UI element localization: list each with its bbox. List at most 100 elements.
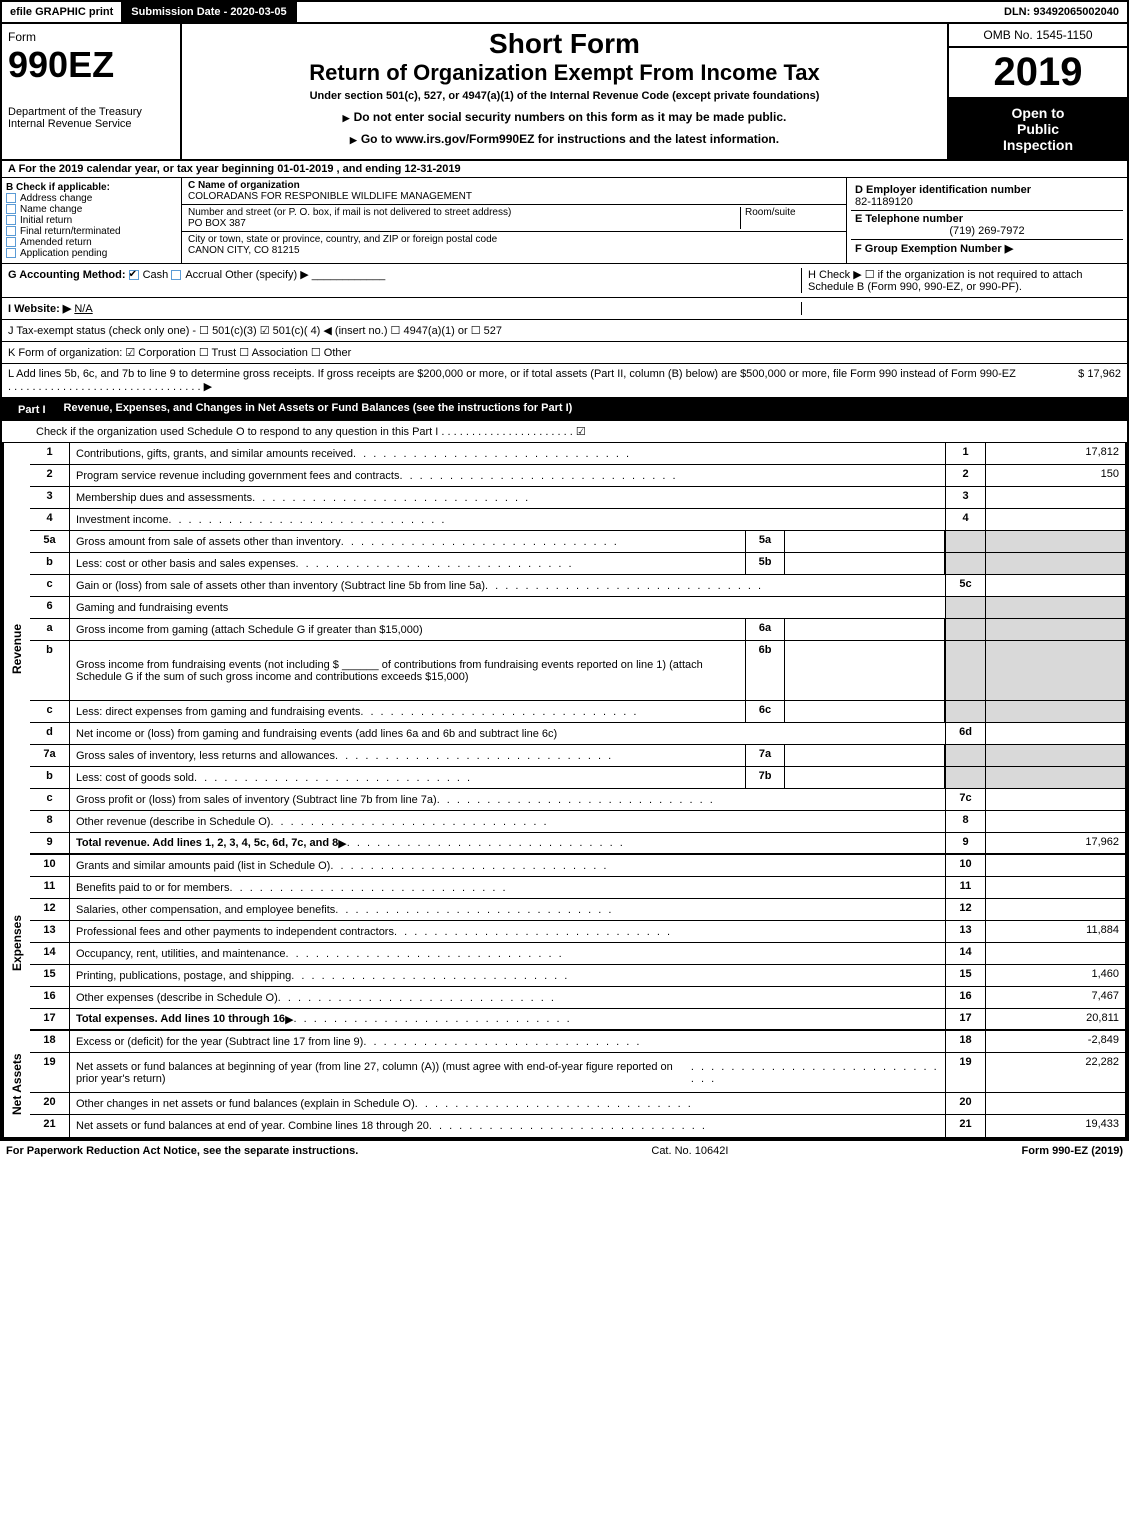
checkbox-cash[interactable] [129,270,139,280]
checkbox-amended-return[interactable] [6,237,16,247]
short-form-title: Short Form [186,28,943,60]
part1-schedule-o-check: Check if the organization used Schedule … [30,421,1127,442]
line-10: 10Grants and similar amounts paid (list … [30,855,1127,877]
line-5b: bLess: cost or other basis and sales exp… [30,553,1127,575]
org-city: CANON CITY, CO 81215 [188,245,300,256]
line-6c: cLess: direct expenses from gaming and f… [30,701,1127,723]
checkbox-application-pending[interactable] [6,248,16,258]
line-14: 14Occupancy, rent, utilities, and mainte… [30,943,1127,965]
revenue-section: Revenue 1Contributions, gifts, grants, a… [0,443,1129,855]
form-of-org: K Form of organization: ☑ Corporation ☐ … [8,346,1121,359]
line-3: 3Membership dues and assessments3 [30,487,1127,509]
line-13: 13Professional fees and other payments t… [30,921,1127,943]
line-6b: bGross income from fundraising events (n… [30,641,1127,701]
box-c: C Name of organization COLORADANS FOR RE… [182,178,847,263]
dln: DLN: 93492065002040 [996,2,1127,22]
row-j: J Tax-exempt status (check only one) - ☐… [0,320,1129,342]
tax-year: 2019 [949,48,1127,99]
part1-label: Part I [10,402,54,418]
line-5c: cGain or (loss) from sale of assets othe… [30,575,1127,597]
label-address: Number and street (or P. O. box, if mail… [188,207,511,218]
org-name: COLORADANS FOR RESPONIBLE WILDLIFE MANAG… [188,191,472,202]
ein-value: 82-1189120 [855,196,913,208]
label-website: I Website: ▶ [8,303,71,315]
room-suite: Room/suite [740,207,840,229]
open-to-public: Open to Public Inspection [949,99,1127,159]
label-org-name: C Name of organization [188,180,300,191]
line-2: 2Program service revenue including gover… [30,465,1127,487]
org-address: PO BOX 387 [188,218,246,229]
form-code: 990EZ [8,44,174,86]
line-12: 12Salaries, other compensation, and empl… [30,899,1127,921]
top-bar: efile GRAPHIC print Submission Date - 20… [0,0,1129,24]
line-6d: dNet income or (loss) from gaming and fu… [30,723,1127,745]
side-label-netassets: Net Assets [2,1031,30,1137]
row-g-h: G Accounting Method: Cash Accrual Other … [0,264,1129,298]
header-right: OMB No. 1545-1150 2019 Open to Public In… [947,24,1127,159]
part1-check-row: Check if the organization used Schedule … [0,421,1129,443]
form-header: Form 990EZ Department of the Treasury In… [0,24,1129,161]
checkbox-accrual[interactable] [171,270,181,280]
side-label-revenue: Revenue [2,443,30,855]
header-left: Form 990EZ Department of the Treasury In… [2,24,182,159]
line-20: 20Other changes in net assets or fund ba… [30,1093,1127,1115]
label-phone: E Telephone number [855,213,963,225]
header-mid: Short Form Return of Organization Exempt… [182,24,947,159]
line-21: 21Net assets or fund balances at end of … [30,1115,1127,1137]
footer-formref: Form 990-EZ (2019) [1022,1145,1123,1157]
row-k: K Form of organization: ☑ Corporation ☐ … [0,342,1129,364]
box-b: B Check if applicable: Address change Na… [2,178,182,263]
line-7c: cGross profit or (loss) from sales of in… [30,789,1127,811]
line-6a: aGross income from gaming (attach Schedu… [30,619,1127,641]
footer-left: For Paperwork Reduction Act Notice, see … [6,1145,358,1157]
tax-exempt-status: J Tax-exempt status (check only one) - ☐… [8,324,1121,337]
gross-receipts-text: L Add lines 5b, 6c, and 7b to line 9 to … [8,368,1021,393]
page-footer: For Paperwork Reduction Act Notice, see … [0,1139,1129,1161]
line-9: 9Total revenue. Add lines 1, 2, 3, 4, 5c… [30,833,1127,855]
line-18: 18Excess or (deficit) for the year (Subt… [30,1031,1127,1053]
efile-print[interactable]: efile GRAPHIC print [2,2,123,22]
box-d-e-f: D Employer identification number 82-1189… [847,178,1127,263]
goto-link[interactable]: Go to www.irs.gov/Form990EZ for instruct… [186,132,943,146]
netassets-section: Net Assets 18Excess or (deficit) for the… [0,1031,1129,1139]
return-title: Return of Organization Exempt From Incom… [186,60,943,86]
label-group-exemption: F Group Exemption Number ▶ [855,243,1013,255]
line-4: 4Investment income4 [30,509,1127,531]
website-value: N/A [74,303,92,315]
checkbox-address-change[interactable] [6,193,16,203]
other-specify: Other (specify) ▶ [225,269,309,281]
row-l: L Add lines 5b, 6c, and 7b to line 9 to … [0,364,1129,399]
row-i: I Website: ▶ N/A [0,298,1129,320]
form-word: Form [8,30,174,44]
line-15: 15Printing, publications, postage, and s… [30,965,1127,987]
line-1: 1Contributions, gifts, grants, and simil… [30,443,1127,465]
dept-treasury: Department of the Treasury [8,106,174,118]
line-5a: 5aGross amount from sale of assets other… [30,531,1127,553]
box-b-title: B Check if applicable: [6,182,110,193]
checkbox-initial-return[interactable] [6,215,16,225]
part1-title: Revenue, Expenses, and Changes in Net As… [64,402,573,418]
checkbox-final-return[interactable] [6,226,16,236]
omb-number: OMB No. 1545-1150 [949,24,1127,48]
ssn-warning: Do not enter social security numbers on … [186,110,943,124]
line-16: 16Other expenses (describe in Schedule O… [30,987,1127,1009]
line-7a: 7aGross sales of inventory, less returns… [30,745,1127,767]
irs-label: Internal Revenue Service [8,118,174,130]
checkbox-name-change[interactable] [6,204,16,214]
side-label-expenses: Expenses [2,855,30,1031]
expenses-section: Expenses 10Grants and similar amounts pa… [0,855,1129,1031]
row-a-period: A For the 2019 calendar year, or tax yea… [0,161,1129,178]
label-city: City or town, state or province, country… [188,234,497,245]
part1-header: Part I Revenue, Expenses, and Changes in… [0,399,1129,421]
phone-value: (719) 269-7972 [855,225,1119,237]
footer-catno: Cat. No. 10642I [358,1145,1021,1157]
label-ein: D Employer identification number [855,184,1031,196]
line-8: 8Other revenue (describe in Schedule O)8 [30,811,1127,833]
line-19: 19Net assets or fund balances at beginni… [30,1053,1127,1093]
entity-grid: B Check if applicable: Address change Na… [0,178,1129,264]
line-17: 17Total expenses. Add lines 10 through 1… [30,1009,1127,1031]
submission-date: Submission Date - 2020-03-05 [123,2,296,22]
line-7b: bLess: cost of goods sold7b [30,767,1127,789]
subtitle: Under section 501(c), 527, or 4947(a)(1)… [186,90,943,102]
row-h: H Check ▶ ☐ if the organization is not r… [801,268,1121,293]
